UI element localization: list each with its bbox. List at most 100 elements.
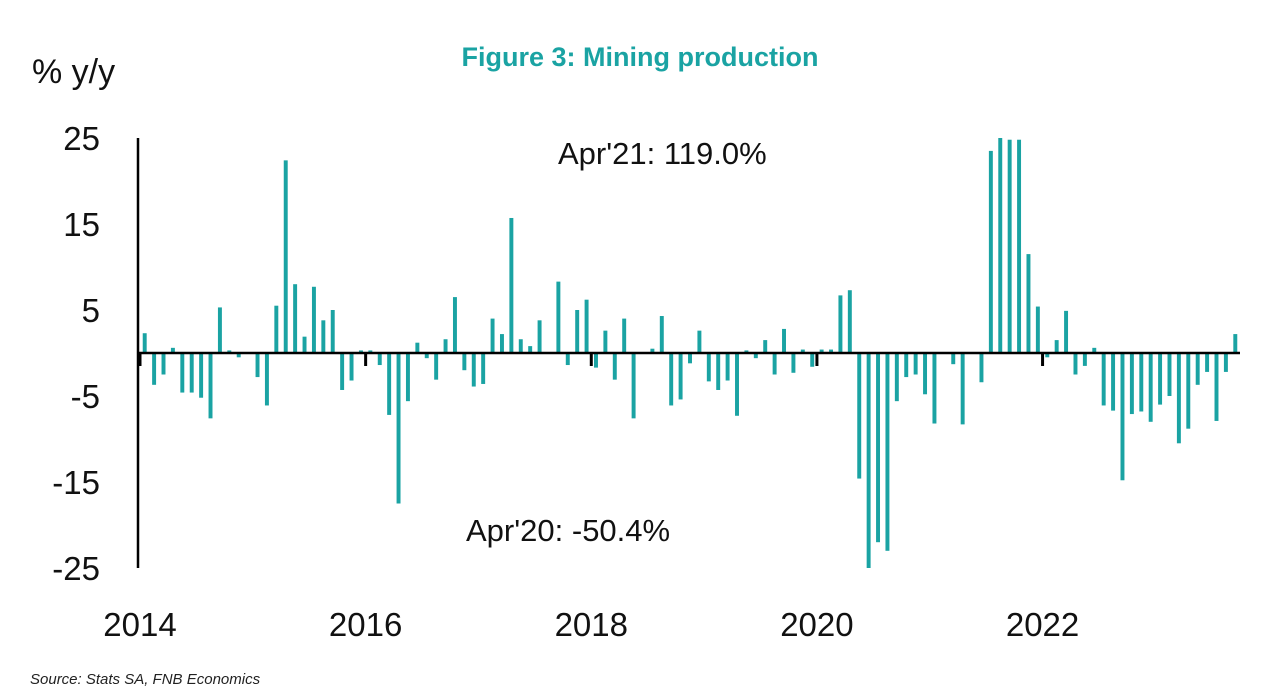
bar-112: [1195, 353, 1200, 385]
bar-52: [631, 353, 636, 419]
bar-61: [716, 353, 721, 390]
bar-39: [509, 217, 514, 353]
bar-104: [1120, 353, 1125, 481]
bar-77: [866, 353, 871, 568]
bar-56: [669, 353, 674, 406]
bar-75: [847, 290, 852, 353]
bar-102: [1101, 353, 1106, 406]
bar-12: [255, 353, 260, 378]
bar-46: [575, 310, 580, 353]
bar-100: [1082, 353, 1087, 366]
bar-91: [998, 138, 1003, 353]
bar-24: [368, 350, 373, 353]
bar-21: [340, 353, 345, 390]
bar-81: [904, 353, 909, 378]
bar-106: [1139, 353, 1144, 412]
bar-17: [302, 336, 307, 353]
bar-41: [528, 346, 533, 353]
bar-111: [1186, 353, 1191, 429]
bar-27: [396, 353, 401, 504]
y-tick-labels: 25 15 5 -5 -15 -25: [52, 120, 100, 587]
y-tick-label--25: -25: [52, 550, 100, 587]
bar-116: [1233, 334, 1238, 353]
annotation-apr20: Apr'20: -50.4%: [466, 513, 670, 548]
bar-14: [274, 305, 279, 353]
bar-9: [227, 350, 232, 353]
bar-59: [697, 330, 702, 353]
bar-108: [1158, 353, 1163, 405]
bar-36: [481, 353, 486, 384]
bar-96: [1045, 353, 1050, 358]
bar-28: [405, 353, 410, 402]
bar-73: [829, 349, 833, 353]
bar-6: [199, 353, 204, 398]
bar-15: [283, 160, 288, 353]
bar-5: [189, 353, 194, 393]
bar-series: [142, 138, 1238, 568]
bar-25: [377, 353, 382, 366]
x-tick-label-2014: 2014: [103, 606, 176, 643]
bar-37: [490, 318, 495, 353]
bar-20: [330, 310, 335, 353]
y-tick-label-25: 25: [63, 120, 100, 157]
bar-64: [744, 350, 749, 353]
bar-99: [1073, 353, 1078, 375]
x-tick-label-2018: 2018: [555, 606, 628, 643]
source-note: Source: Stats SA, FNB Economics: [30, 671, 261, 688]
y-tick-label-5: 5: [82, 292, 100, 329]
bar-68: [782, 328, 786, 353]
bar-98: [1064, 310, 1069, 353]
bar-32: [443, 339, 448, 353]
x-tick-label-2022: 2022: [1006, 606, 1079, 643]
bar-70: [800, 349, 805, 353]
bar-95: [1035, 306, 1040, 353]
bar-78: [876, 353, 881, 543]
axes: [136, 138, 1240, 568]
bar-110: [1176, 353, 1181, 444]
bar-48: [594, 353, 598, 368]
bar-79: [885, 353, 890, 551]
bar-44: [556, 281, 561, 353]
bar-50: [612, 353, 617, 380]
bar-51: [622, 318, 627, 353]
bar-82: [913, 353, 918, 375]
bar-93: [1017, 139, 1022, 353]
bar-10: [236, 353, 241, 358]
bar-109: [1167, 353, 1172, 396]
y-tick-label--5: -5: [71, 378, 100, 415]
bar-2: [161, 353, 166, 375]
annotation-apr21: Apr'21: 119.0%: [558, 136, 767, 171]
bar-40: [518, 339, 523, 353]
bar-13: [264, 353, 269, 406]
bar-107: [1148, 353, 1153, 422]
bar-18: [311, 286, 316, 353]
bar-16: [293, 284, 298, 353]
bar-58: [688, 353, 692, 364]
x-tick-label-2020: 2020: [780, 606, 853, 643]
bar-76: [857, 353, 862, 479]
bar-90: [988, 150, 993, 353]
bar-89: [979, 353, 984, 383]
bar-115: [1223, 353, 1228, 372]
bar-80: [894, 353, 899, 402]
bar-38: [499, 334, 504, 353]
bar-57: [678, 353, 683, 400]
bar-105: [1129, 353, 1134, 415]
bar-47: [584, 299, 589, 353]
bar-101: [1092, 347, 1097, 353]
bar-65: [753, 353, 758, 359]
bar-103: [1111, 353, 1116, 411]
bar-54: [650, 348, 655, 353]
bar-67: [772, 353, 777, 375]
bar-7: [208, 353, 213, 419]
bar-29: [415, 342, 420, 353]
bar-23: [358, 350, 363, 353]
bar-35: [471, 353, 476, 387]
bar-72: [819, 349, 824, 353]
bar-94: [1026, 254, 1031, 353]
x-tick-label-2016: 2016: [329, 606, 402, 643]
bar-1: [152, 353, 157, 385]
bar-42: [537, 320, 542, 353]
bar-26: [387, 353, 392, 415]
